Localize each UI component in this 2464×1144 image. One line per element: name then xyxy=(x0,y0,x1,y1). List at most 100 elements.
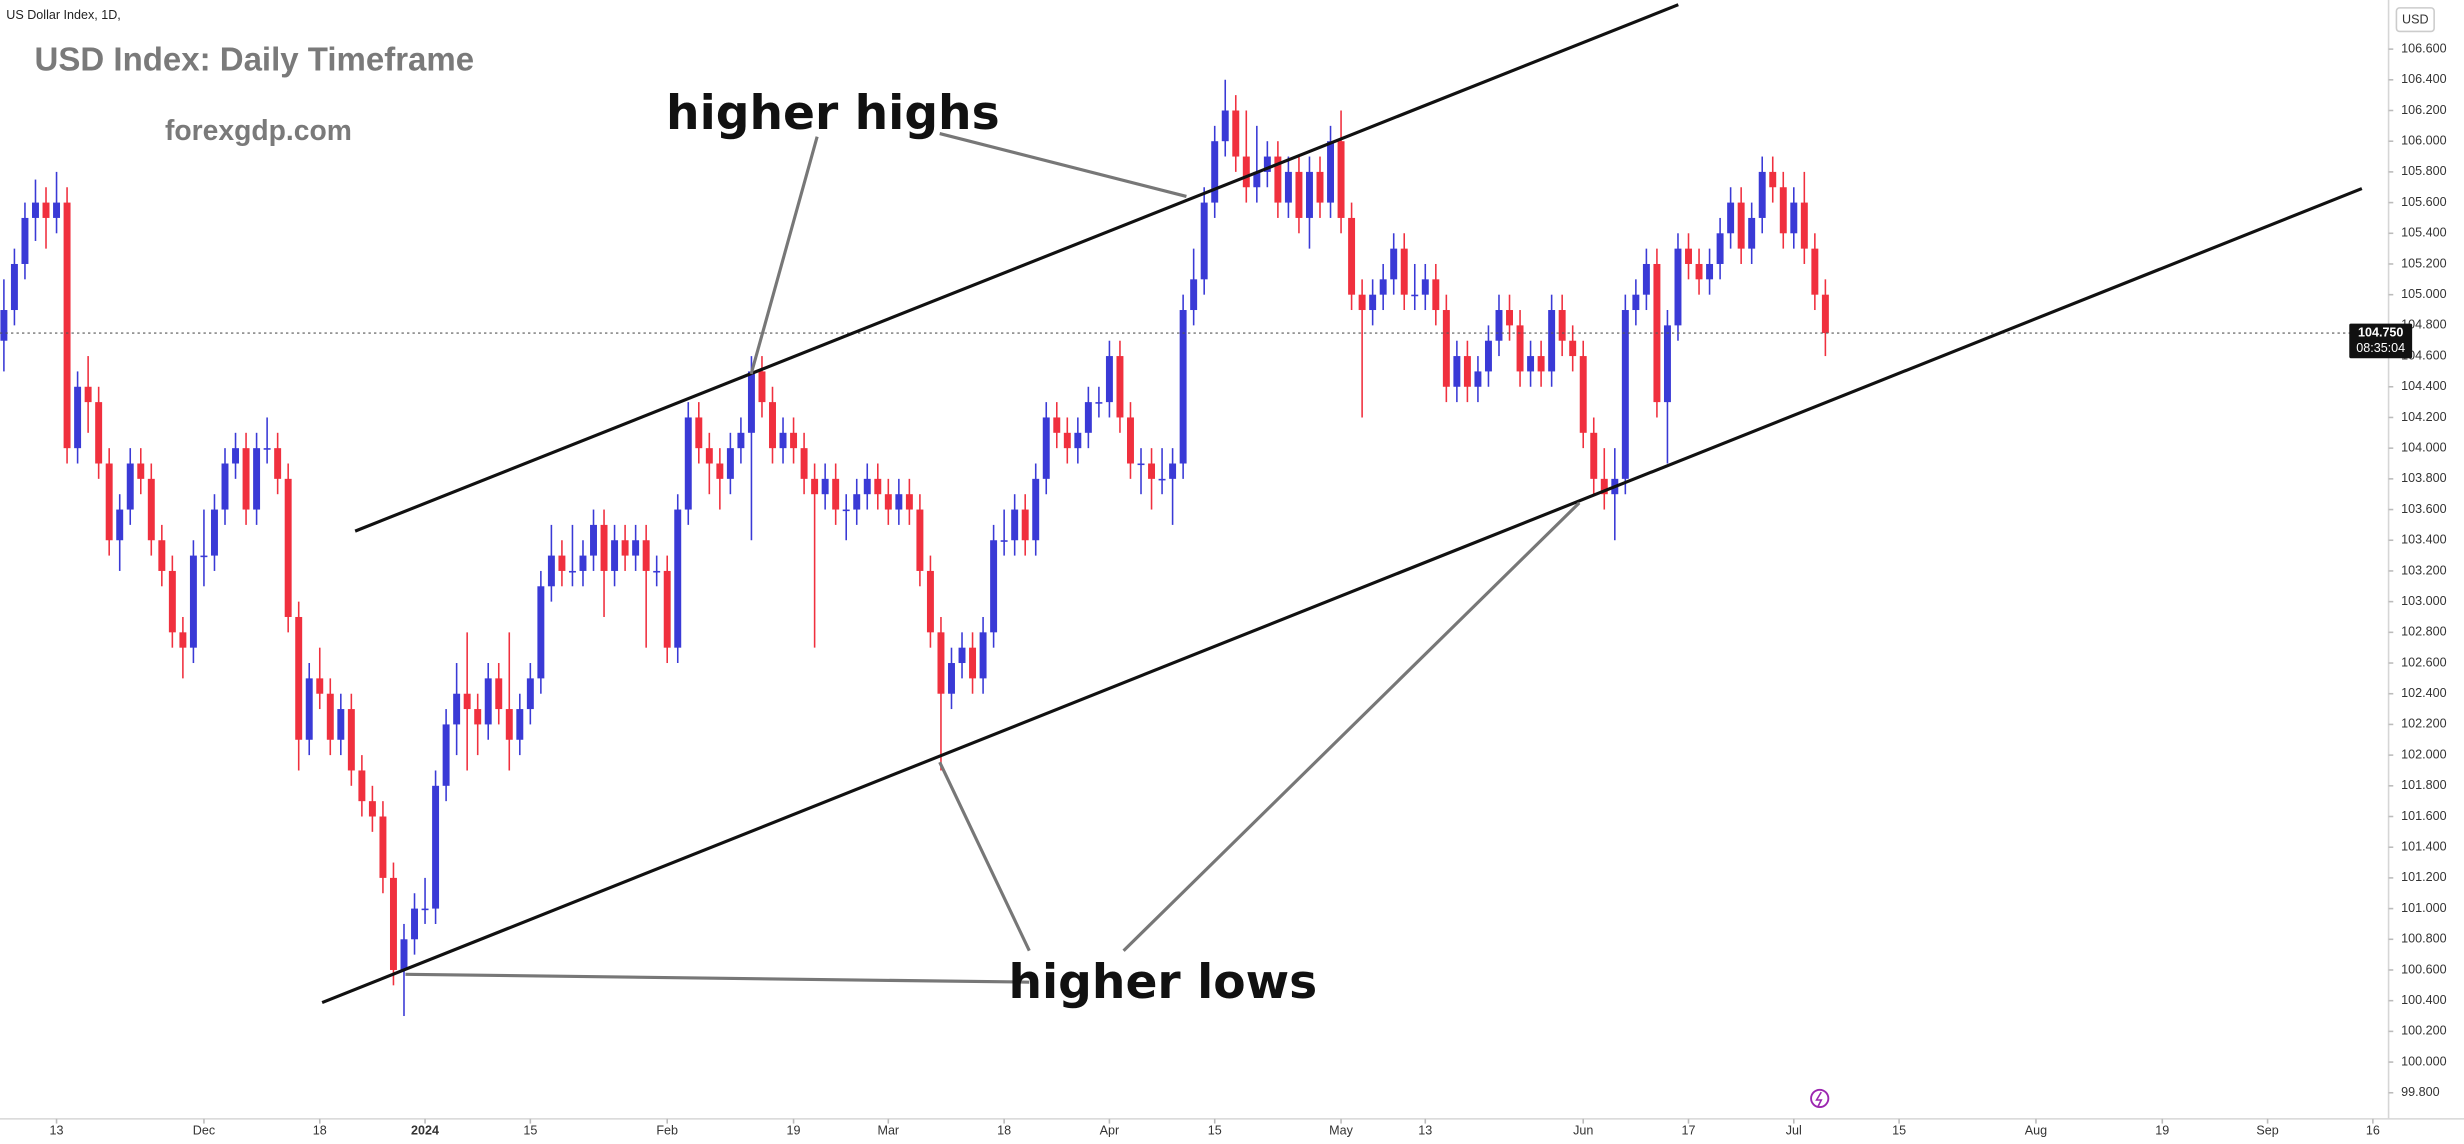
candle-body xyxy=(1284,171,1292,203)
candle-body xyxy=(1095,402,1103,404)
currency-badge[interactable] xyxy=(2395,7,2435,33)
candle-body xyxy=(642,540,650,571)
candle-body xyxy=(526,678,534,710)
candle-body xyxy=(1474,371,1482,387)
y-tick-label: 102.400 xyxy=(2401,686,2446,700)
candle-body xyxy=(821,478,829,495)
candle-body xyxy=(726,448,734,479)
candle-body xyxy=(1379,279,1387,295)
y-tick-label: 99.800 xyxy=(2401,1085,2439,1099)
candle-body xyxy=(853,494,861,510)
y-tick-label: 104.800 xyxy=(2401,318,2446,332)
candle-body xyxy=(1021,509,1029,541)
candle-body xyxy=(1148,463,1156,479)
candle-body xyxy=(905,494,913,510)
candle-body xyxy=(53,202,61,218)
y-tick-label: 103.200 xyxy=(2401,563,2446,577)
pointer-line xyxy=(938,761,1031,952)
candle-body xyxy=(590,524,597,556)
candle-body xyxy=(1716,233,1724,264)
candle-body xyxy=(842,509,850,512)
candle-body xyxy=(716,463,724,479)
candle-body xyxy=(379,816,387,878)
candle-body xyxy=(1074,432,1082,449)
candle-body xyxy=(1084,402,1092,433)
y-tick-label: 103.000 xyxy=(2401,594,2446,608)
candle-body xyxy=(937,632,945,694)
pointer-line xyxy=(1122,501,1581,952)
y-tick-label: 101.800 xyxy=(2401,778,2446,792)
candle-body xyxy=(1811,248,1819,295)
x-tick-label: 13 xyxy=(1418,1124,1432,1138)
candle-body xyxy=(1200,202,1208,280)
candle-body xyxy=(1642,263,1650,295)
lower-trend-line xyxy=(321,187,2363,1005)
x-tick-label: 2024 xyxy=(411,1124,439,1138)
symbol-header: US Dollar Index, 1D, xyxy=(6,8,121,22)
candle-body xyxy=(137,463,145,479)
candle-body xyxy=(1558,310,1566,341)
y-tick-label: 102.600 xyxy=(2401,655,2446,669)
x-tick-label: Jun xyxy=(1573,1124,1593,1138)
candle-body xyxy=(400,939,408,970)
candle-body xyxy=(1390,248,1398,280)
candle-body xyxy=(232,448,240,464)
y-tick-label: 100.000 xyxy=(2401,1054,2446,1068)
candle-body xyxy=(1358,294,1366,311)
y-tick-label: 104.200 xyxy=(2401,410,2446,424)
candle-body xyxy=(926,570,934,633)
currency-label: USD xyxy=(2402,13,2429,27)
candle-body xyxy=(579,555,587,571)
candle-body xyxy=(1548,310,1556,372)
candle-body xyxy=(74,386,82,449)
candle-body xyxy=(695,417,703,449)
candle-body xyxy=(600,524,608,571)
candle-body xyxy=(21,217,29,264)
x-tick-label: 15 xyxy=(523,1124,537,1138)
x-tick-label: 19 xyxy=(2155,1124,2169,1138)
x-tick-label: 19 xyxy=(787,1124,801,1138)
candle-body xyxy=(663,570,671,648)
y-tick-label: 106.600 xyxy=(2401,41,2446,55)
candle-body xyxy=(1179,310,1187,464)
x-tick-label: Jul xyxy=(1786,1124,1802,1138)
candle-body xyxy=(537,586,545,679)
events-icon[interactable] xyxy=(1810,1088,1830,1109)
candle-body xyxy=(1032,478,1040,541)
candle-body xyxy=(1411,294,1419,297)
candle-body xyxy=(221,463,229,510)
x-tick-label: 18 xyxy=(313,1124,327,1138)
candle-body xyxy=(495,678,503,710)
y-tick-label: 105.000 xyxy=(2401,287,2446,301)
candle-body xyxy=(484,678,492,725)
candle-body xyxy=(884,494,892,510)
events-icon-bolt xyxy=(1815,1091,1823,1107)
candle-body xyxy=(168,570,176,633)
candle-body xyxy=(769,402,776,449)
candle-body xyxy=(1748,217,1756,249)
candle-body xyxy=(1484,340,1492,372)
candle-body xyxy=(895,494,903,510)
candle-body xyxy=(316,678,324,694)
y-tick-label: 100.600 xyxy=(2401,962,2446,976)
candle-body xyxy=(0,310,8,341)
candle-body xyxy=(705,448,713,464)
y-tick-label: 104.000 xyxy=(2401,440,2446,454)
y-tick-label: 102.000 xyxy=(2401,747,2446,761)
candle-body xyxy=(653,570,661,573)
candle-body xyxy=(1137,463,1145,466)
candle-body xyxy=(1000,540,1008,542)
candle-body xyxy=(1116,356,1124,418)
pointer-line xyxy=(405,972,1030,984)
x-tick-label: 15 xyxy=(1892,1124,1906,1138)
candle-body xyxy=(242,448,250,510)
candle-body xyxy=(990,540,998,633)
candle-body xyxy=(1337,141,1345,218)
candle-body xyxy=(1621,310,1629,479)
candle-body xyxy=(1348,217,1356,295)
candle-body xyxy=(253,448,261,510)
candle-body xyxy=(1242,156,1250,188)
x-tick-label: 17 xyxy=(1682,1124,1696,1138)
annotation: higher lows xyxy=(1008,955,1317,1010)
